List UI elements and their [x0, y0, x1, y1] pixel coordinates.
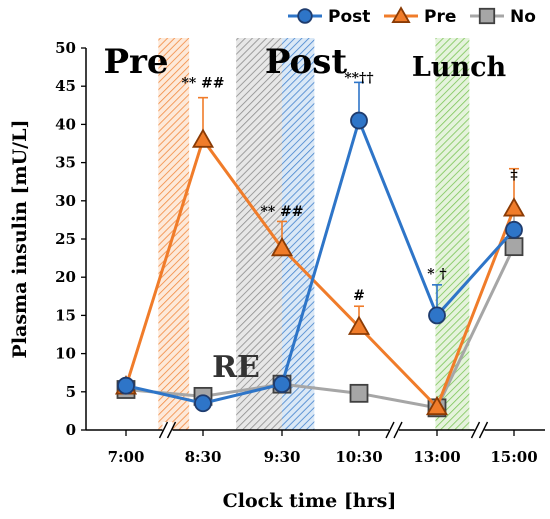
data-point	[505, 220, 523, 239]
axis-break-slash	[385, 421, 395, 439]
significance-annotation: #	[353, 288, 365, 304]
significance-annotation: ‡	[510, 167, 517, 183]
significance-annotation: **††	[344, 70, 373, 86]
x-axis-title: Clock time [hrs]	[223, 490, 397, 512]
data-point	[502, 197, 526, 217]
y-axis-title: Plasma insulin [mU/L]	[9, 120, 31, 359]
x-tick-label: 8:30	[185, 448, 222, 466]
y-tick-label: 5	[66, 383, 76, 401]
legend-item-post: Post	[288, 7, 370, 27]
y-tick-label: 10	[55, 345, 76, 363]
data-point	[347, 315, 371, 335]
x-tick-label: 15:00	[490, 448, 537, 466]
data-point	[504, 237, 524, 257]
legend-marker	[391, 6, 411, 23]
axis-break	[158, 421, 177, 439]
band-2	[236, 38, 282, 430]
axis-break-gap	[474, 422, 485, 438]
axis-break-gap	[389, 422, 399, 438]
axis-break-slash	[470, 421, 481, 439]
band-label-1: Pre	[103, 42, 168, 82]
data-point	[425, 395, 449, 416]
data-point	[270, 236, 294, 257]
series-line	[125, 115, 516, 405]
y-tick-label: 20	[55, 268, 76, 286]
data-point	[428, 306, 446, 325]
legend-label: No	[510, 7, 536, 27]
legend-item-no: No	[470, 7, 536, 27]
y-tick-label: 25	[55, 230, 76, 248]
axis-break-slash	[158, 421, 169, 439]
y-tick-label: 30	[55, 192, 76, 210]
y-tick-label: 50	[55, 39, 76, 57]
x-tick-label: 7:00	[108, 448, 145, 466]
significance-annotation: * †	[427, 267, 447, 283]
x-tick-label: 9:30	[264, 448, 301, 466]
legend-label: Post	[328, 7, 370, 27]
axis-break	[470, 421, 489, 439]
y-tick-label: 15	[55, 306, 76, 324]
y-tick-label: 40	[55, 115, 76, 133]
significance-annotation: ** ##	[182, 76, 225, 92]
axis-break-gap	[162, 422, 173, 438]
y-tick-label: 0	[66, 421, 76, 439]
axis-break-slash	[166, 421, 177, 439]
legend-item-pre: Pre	[384, 6, 456, 27]
x-tick-label: 13:00	[413, 448, 460, 466]
axis-break	[385, 421, 403, 439]
series-line	[124, 136, 516, 410]
data-point	[117, 376, 135, 395]
series-post	[117, 81, 523, 413]
data-point	[349, 383, 369, 403]
axis-break-slash	[478, 421, 489, 439]
legend-marker	[478, 7, 496, 25]
re-label: RE	[212, 350, 260, 385]
series-line	[125, 245, 516, 410]
legend-label: Pre	[424, 7, 456, 27]
data-point	[191, 128, 215, 148]
data-point	[350, 111, 368, 130]
x-tick-label: 10:30	[335, 448, 382, 466]
significance-annotation: ** ##	[261, 204, 304, 220]
data-point	[194, 394, 212, 413]
y-tick-label: 35	[55, 154, 76, 172]
axis-break-slash	[393, 421, 403, 439]
band-label-4: Lunch	[412, 52, 507, 83]
data-point	[273, 375, 291, 394]
y-tick-label: 45	[55, 77, 76, 95]
band-label-3: Post	[265, 42, 347, 82]
legend-marker	[297, 8, 313, 24]
